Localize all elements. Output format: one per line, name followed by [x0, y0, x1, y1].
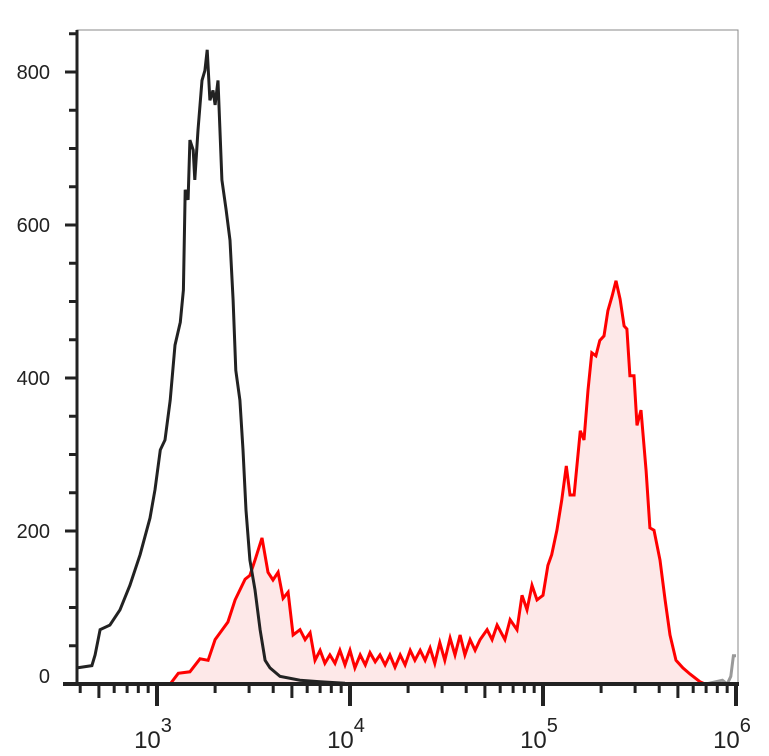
- x-tick-base: 10: [327, 727, 354, 754]
- y-tick-label: 400: [17, 368, 50, 390]
- x-tick-base: 10: [713, 727, 740, 754]
- x-tick-exponent: 5: [547, 715, 558, 737]
- y-tick-label: 800: [17, 62, 50, 84]
- x-tick-exponent: 6: [740, 715, 751, 737]
- y-tick-label: 600: [17, 215, 50, 237]
- series-0-area: [170, 280, 705, 684]
- x-tick-label: 104: [327, 715, 365, 754]
- x-tick-base: 10: [134, 727, 161, 754]
- x-tick-exponent: 4: [354, 715, 365, 737]
- x-tick-label: 103: [134, 715, 172, 754]
- x-tick-label: 105: [520, 715, 558, 754]
- x-tick-base: 10: [520, 727, 547, 754]
- x-tick-exponent: 3: [161, 715, 172, 737]
- y-tick-label: 200: [17, 521, 50, 543]
- series-1-line: [76, 49, 346, 685]
- y-tick-label: 0: [39, 666, 50, 688]
- series-0-line: [169, 280, 706, 686]
- series-layer: [76, 49, 736, 687]
- x-tick-label: 106: [713, 715, 751, 754]
